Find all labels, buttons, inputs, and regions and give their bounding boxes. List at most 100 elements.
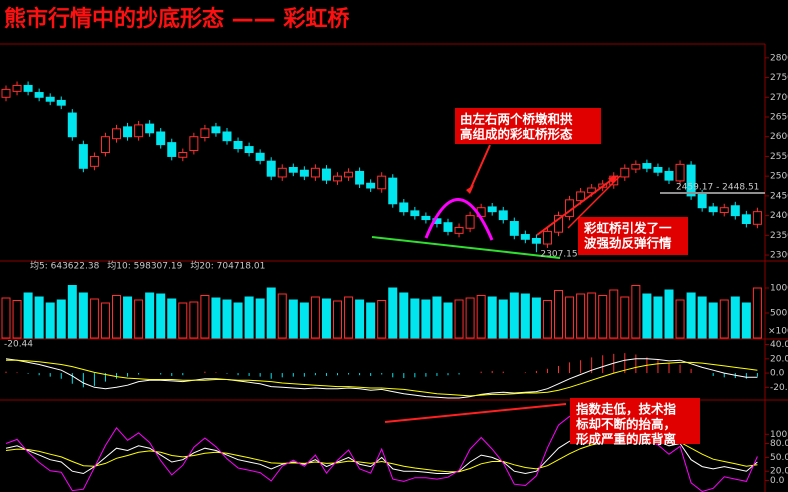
volume-bar bbox=[421, 299, 431, 339]
candle-body bbox=[67, 112, 77, 138]
candle-body bbox=[23, 84, 33, 92]
callout-box bbox=[578, 217, 688, 255]
candle-body bbox=[388, 177, 398, 205]
candle-body bbox=[675, 163, 685, 182]
candle-body bbox=[200, 128, 210, 139]
volume-bar bbox=[156, 293, 166, 339]
volume-bar bbox=[56, 299, 66, 339]
callout-text: 由左右两个桥墩和拱 bbox=[460, 112, 573, 127]
y-tick-label: 0.0 bbox=[770, 369, 785, 379]
volume-bar bbox=[487, 296, 497, 339]
candle-body bbox=[45, 96, 55, 102]
callout-text: 彩虹桥引发了一 bbox=[583, 221, 672, 236]
y-tick-label: 2750 bbox=[770, 73, 788, 83]
volume-bar bbox=[112, 295, 121, 339]
y-tick-label: 1000 bbox=[770, 284, 788, 294]
volume-bar bbox=[708, 302, 718, 339]
candle-body bbox=[355, 170, 365, 185]
volume-bar bbox=[565, 296, 575, 339]
volume-bar bbox=[333, 300, 342, 339]
volume-bar bbox=[355, 299, 365, 339]
volume-bar bbox=[686, 292, 696, 339]
arrow bbox=[536, 177, 615, 236]
candle-body bbox=[421, 215, 431, 221]
candle-body bbox=[653, 166, 663, 173]
volume-bar bbox=[620, 296, 630, 339]
candle-body bbox=[542, 230, 552, 245]
candle-body bbox=[189, 136, 199, 152]
volume-bar bbox=[476, 295, 486, 339]
candle-body bbox=[708, 206, 718, 213]
volume-bar bbox=[454, 299, 464, 339]
volume-bar bbox=[178, 302, 188, 339]
candle-body bbox=[156, 131, 166, 146]
callout-text: 高组成的彩虹桥形态 bbox=[460, 127, 573, 142]
volume-bar bbox=[432, 296, 442, 339]
annotations: 2307.15 2459.17 - 2448.51 由左右两个桥墩和拱高组成的彩虹桥… bbox=[371, 108, 765, 447]
candle-body bbox=[100, 136, 110, 154]
volume-bar bbox=[554, 290, 563, 339]
candle-body bbox=[531, 237, 541, 244]
candle-body bbox=[631, 163, 641, 170]
legend-entry: 均10: 598307.19 bbox=[107, 260, 182, 272]
y-tick-label: 2350 bbox=[770, 231, 788, 241]
volume-bar bbox=[344, 296, 354, 339]
candle-body bbox=[1, 88, 11, 98]
y-tick-label: 500 bbox=[770, 309, 787, 319]
volume-bar bbox=[377, 300, 387, 339]
candle-body bbox=[741, 214, 751, 224]
volume-bar bbox=[741, 302, 751, 339]
candle-body bbox=[89, 155, 99, 167]
y-tick-label: 20.0 bbox=[770, 467, 788, 477]
volume-bar bbox=[89, 298, 99, 339]
candle-body bbox=[443, 222, 453, 232]
y-tick-label: 2300 bbox=[770, 251, 788, 261]
volume-bar bbox=[145, 292, 155, 339]
callout-box bbox=[455, 108, 601, 144]
candle-body bbox=[178, 152, 188, 158]
legend-entry: 均5: 643622.38 bbox=[30, 260, 100, 272]
trend-line bbox=[371, 236, 561, 259]
volume-bar bbox=[631, 285, 641, 339]
volume-bar bbox=[288, 299, 298, 339]
candle-body bbox=[167, 142, 177, 157]
volume-bar bbox=[498, 299, 508, 339]
volume-bar bbox=[388, 287, 398, 339]
candle-body bbox=[78, 144, 88, 169]
y-tick-label: 0.0 bbox=[770, 476, 785, 486]
y-tick-label: 80.0 bbox=[770, 439, 788, 449]
volume-bar bbox=[509, 292, 519, 339]
candle-body bbox=[34, 92, 44, 98]
candle-body bbox=[288, 166, 298, 173]
volume-bar bbox=[410, 298, 420, 339]
arrow bbox=[469, 144, 491, 191]
candle-body bbox=[410, 210, 420, 217]
low-label: 2307.15 bbox=[540, 250, 577, 260]
y-tick-label: 20.0 bbox=[770, 354, 788, 364]
volume-bar bbox=[123, 296, 133, 339]
candle-body bbox=[321, 168, 331, 181]
macd-label: -20.44 bbox=[4, 340, 33, 350]
candle-body bbox=[730, 205, 740, 217]
y-tick-label: 40.0 bbox=[770, 340, 788, 350]
candle-body bbox=[56, 99, 66, 106]
macd-line bbox=[5, 358, 758, 399]
y-tick-label: 2550 bbox=[770, 152, 788, 162]
volume-bar bbox=[266, 287, 276, 339]
y-unit: ×100 bbox=[768, 327, 788, 337]
candle-body bbox=[344, 171, 354, 178]
candle-body bbox=[554, 215, 563, 233]
volume-bar bbox=[609, 289, 619, 339]
volume-bar bbox=[531, 297, 541, 339]
candle-body bbox=[719, 207, 729, 213]
legend-entry: 均20: 704718.01 bbox=[190, 260, 265, 272]
y-tick-label: 2400 bbox=[770, 211, 788, 221]
y-tick-label: 2450 bbox=[770, 191, 788, 201]
candle-body bbox=[576, 191, 586, 202]
volume-bar bbox=[399, 292, 409, 339]
volume-bar bbox=[366, 302, 376, 339]
volume-bar bbox=[443, 302, 453, 339]
volume-bar bbox=[222, 299, 232, 339]
volume-bar bbox=[520, 293, 530, 339]
